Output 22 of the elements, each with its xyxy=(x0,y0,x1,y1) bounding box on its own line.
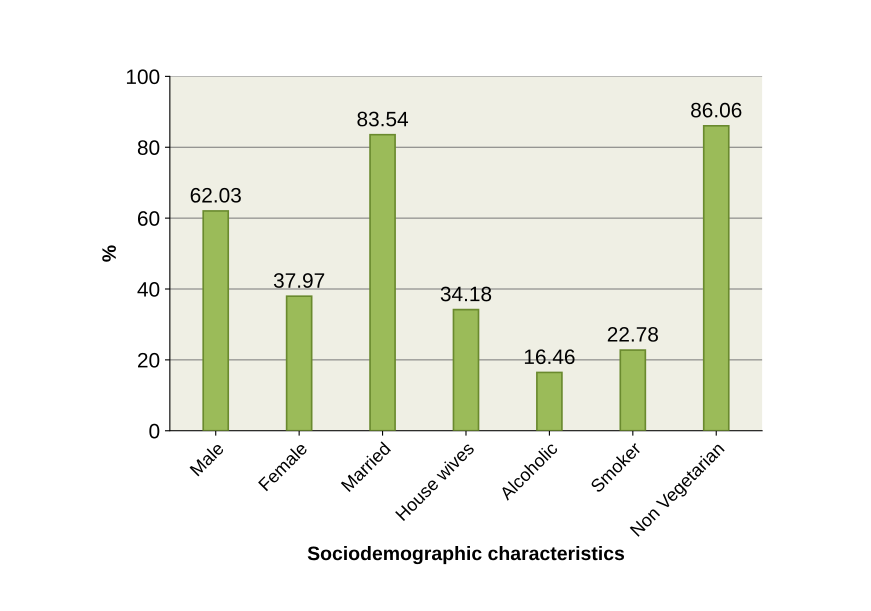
data-label: 34.18 xyxy=(440,286,492,302)
bar xyxy=(202,210,230,431)
data-label: 83.54 xyxy=(357,112,408,126)
data-label: 62.03 xyxy=(190,188,241,203)
x-axis-title: Sociodemographic characteristics xyxy=(308,546,624,564)
y-tick-label: 0 xyxy=(149,424,160,439)
bar xyxy=(452,308,480,431)
y-tick-label: 80 xyxy=(138,140,160,156)
bar xyxy=(536,372,563,431)
data-label: 37.97 xyxy=(274,273,324,288)
y-tick-label: 20 xyxy=(138,352,160,368)
y-axis-title: % xyxy=(102,245,116,262)
data-label: 22.78 xyxy=(608,326,658,342)
data-label: 16.46 xyxy=(524,349,575,364)
y-tick-label: 40 xyxy=(137,282,160,297)
data-label: 86.06 xyxy=(691,102,742,118)
y-tick-label: 60 xyxy=(138,211,160,226)
bar xyxy=(286,295,312,431)
bar xyxy=(619,349,646,431)
bar xyxy=(369,134,396,431)
y-tick-label: 100 xyxy=(126,69,160,84)
bar xyxy=(702,124,730,431)
